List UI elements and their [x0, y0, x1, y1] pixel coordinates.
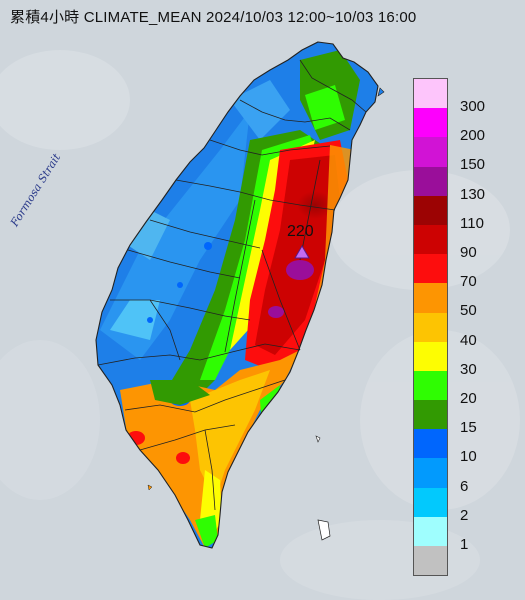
legend-label: 110 [460, 214, 484, 232]
legend-swatch [414, 224, 447, 255]
peak-rainfall-value: 220 [287, 223, 314, 240]
legend-swatch [414, 137, 447, 167]
legend-swatch [414, 283, 447, 313]
legend-label: 2 [460, 506, 469, 524]
legend-swatch [414, 195, 447, 225]
legend-label: 40 [460, 331, 477, 349]
legend-swatch [414, 487, 447, 517]
legend-swatch [414, 254, 447, 284]
map-title: 累積4小時 CLIMATE_MEAN 2024/10/03 12:00~10/0… [10, 9, 417, 26]
legend-swatch [414, 429, 447, 459]
legend-label: 15 [460, 419, 477, 437]
legend-label: 200 [460, 127, 486, 145]
legend-label: 30 [460, 360, 477, 378]
legend-label: 6 [460, 477, 469, 495]
legend-swatch [414, 516, 447, 546]
legend-swatch [414, 370, 447, 401]
rainfall-legend [413, 78, 448, 577]
legend-label: 70 [460, 273, 477, 291]
legend-swatch [414, 166, 447, 196]
legend-label: 130 [460, 185, 486, 203]
legend-swatch [414, 546, 447, 576]
county-borders [95, 41, 379, 549]
legend-label: 300 [460, 98, 486, 115]
peak-triangle-icon [294, 245, 310, 259]
legend-label: 20 [460, 390, 477, 407]
legend-label: 10 [460, 448, 477, 466]
legend-swatch [414, 108, 447, 138]
legend-swatch [414, 458, 447, 488]
legend-label: 1 [460, 536, 469, 553]
legend-swatch [414, 312, 447, 342]
legend-label: 150 [460, 156, 486, 174]
legend-label: 90 [460, 244, 477, 261]
legend-swatch [414, 400, 447, 430]
legend-label: 50 [460, 302, 477, 320]
legend-swatch [414, 341, 447, 371]
offshore-islands [147, 87, 385, 541]
legend-swatch [414, 79, 447, 109]
